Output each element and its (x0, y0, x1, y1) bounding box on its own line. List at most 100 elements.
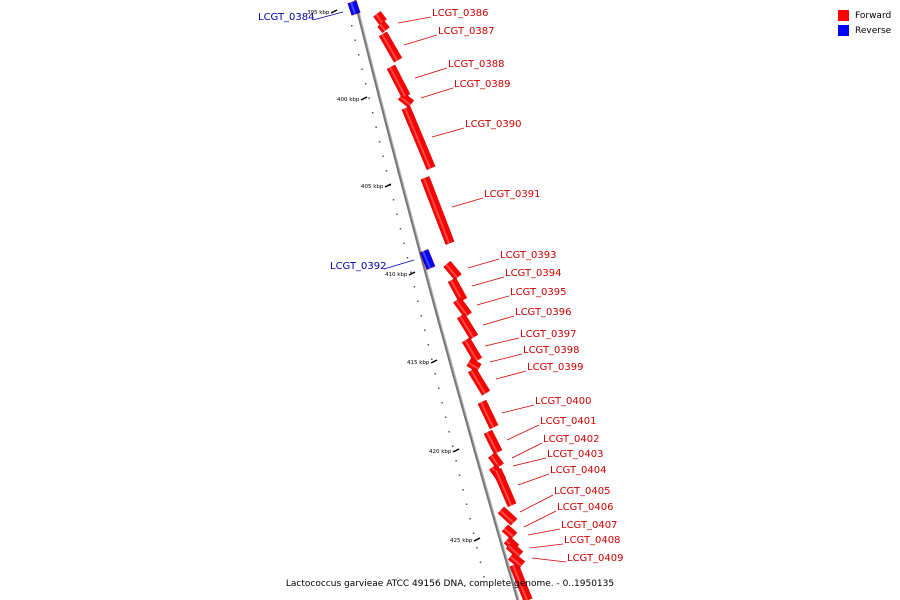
genome-backbone (353, 0, 520, 600)
minor-tick (385, 170, 388, 172)
gene-label[interactable]: LCGT_0386 (432, 8, 489, 19)
gene-feature[interactable] (492, 467, 517, 508)
gene-leader-line (506, 424, 540, 441)
gene-feature[interactable] (420, 176, 455, 245)
gene-label[interactable]: LCGT_0391 (484, 189, 541, 200)
legend-swatch-forward (838, 10, 849, 21)
scale-label: 410 kbp (385, 272, 408, 278)
minor-tick (351, 25, 353, 27)
gene-label[interactable]: LCGT_0390 (465, 119, 522, 130)
minor-tick (406, 257, 409, 259)
gene-feature-shade (459, 316, 474, 339)
gene-leader-line (529, 543, 564, 549)
gene-feature-shade (509, 556, 522, 567)
gene-feature-shade (507, 545, 520, 557)
gene-feature[interactable] (443, 260, 462, 281)
minor-tick (458, 474, 461, 476)
legend: Forward Reverse (838, 8, 891, 38)
gene-label[interactable]: LCGT_0397 (520, 329, 577, 340)
major-tick (408, 271, 416, 276)
gene-feature[interactable] (447, 277, 468, 303)
gene-label[interactable]: LCGT_0404 (550, 465, 607, 476)
gene-feature[interactable] (456, 313, 479, 340)
minor-tick (361, 68, 363, 70)
gene-leader-line (527, 528, 561, 536)
gene-label[interactable]: LCGT_0396 (515, 307, 572, 318)
minor-tick (371, 112, 374, 114)
minor-tick (441, 402, 443, 404)
gene-feature[interactable] (378, 31, 403, 63)
legend-label-reverse: Reverse (855, 25, 892, 36)
gene-feature-shade (495, 470, 512, 506)
gene-leader-line (403, 34, 438, 46)
gene-feature-shade (464, 340, 478, 362)
gene-label[interactable]: LCGT_0406 (557, 502, 614, 513)
gene-feature-shade (499, 510, 514, 524)
scale-marks: 395 kbp 400 kbp 405 kbp 410 kbp 415 kbp 420 k… (307, 9, 481, 544)
minor-ticks (351, 25, 485, 578)
legend-item-forward: Forward (838, 8, 891, 23)
gene-label[interactable]: LCGT_0389 (454, 79, 511, 90)
gene-label[interactable]: LCGT_0402 (543, 434, 600, 445)
minor-tick (472, 532, 475, 534)
gene-label[interactable]: LCGT_0394 (505, 268, 562, 279)
gene-label[interactable]: LCGT_0393 (500, 250, 557, 261)
gene-feature[interactable] (377, 20, 390, 34)
gene-feature[interactable] (507, 552, 526, 569)
gene-feature[interactable] (477, 399, 499, 430)
gene-feature[interactable] (373, 11, 387, 25)
gene-leader-line (519, 494, 554, 513)
gene-feature-shade (379, 24, 386, 32)
gene-feature-shade (389, 67, 406, 97)
gene-feature[interactable] (501, 524, 518, 540)
gene-label[interactable]: LCGT_0388 (448, 59, 505, 70)
scale-label: 420 kbp (429, 449, 452, 455)
major-tick (452, 448, 460, 453)
minor-tick (431, 358, 433, 360)
gene-feature[interactable] (461, 337, 483, 363)
gene-feature[interactable] (497, 506, 518, 526)
gene-label[interactable]: LCGT_0408 (564, 535, 621, 546)
gene-feature-shade (423, 178, 450, 244)
gene-feature[interactable] (453, 297, 472, 318)
gene-label[interactable]: LCGT_0398 (523, 345, 580, 356)
minor-tick (469, 518, 471, 520)
gene-label[interactable]: LCGT_0409 (567, 553, 624, 564)
gene-feature[interactable] (401, 106, 436, 170)
minor-tick (420, 315, 423, 317)
gene-label[interactable]: LCGT_0405 (554, 486, 611, 497)
gene-label[interactable]: LCGT_0403 (547, 449, 604, 460)
gene-feature[interactable] (483, 429, 503, 455)
minor-tick (382, 155, 384, 157)
gene-feature-shade (486, 432, 498, 453)
minor-tick (462, 489, 464, 491)
gene-label[interactable]: LCGT_0401 (540, 416, 597, 427)
gene-feature-shade (450, 280, 463, 301)
gene-feature[interactable] (419, 249, 436, 270)
gene-label[interactable]: LCGT_0395 (510, 287, 567, 298)
gene-feature[interactable] (386, 64, 411, 99)
gene-label[interactable]: LCGT_0392 (330, 261, 387, 272)
minor-tick (399, 228, 402, 230)
gene-leader-line (501, 404, 535, 414)
gene-leader-line (523, 510, 557, 528)
gene-label[interactable]: LCGT_0400 (535, 396, 592, 407)
minor-tick (357, 54, 360, 56)
gene-label[interactable]: LCGT_0384 (258, 12, 315, 23)
gene-feature-shade (455, 300, 468, 317)
genome-caption: Lactococcus garvieae ATCC 49156 DNA, com… (285, 579, 615, 589)
gene-label[interactable]: LCGT_0387 (438, 26, 495, 37)
major-tick (473, 537, 481, 542)
minor-tick (465, 503, 468, 505)
gene-label[interactable]: LCGT_0407 (561, 520, 618, 531)
gene-label[interactable]: LCGT_0399 (527, 362, 584, 373)
minor-tick (427, 344, 430, 346)
gene-leader-line (489, 353, 523, 363)
gene-leader-line (467, 258, 500, 269)
gene-feature[interactable] (347, 0, 361, 16)
minor-tick (403, 242, 405, 244)
gene-feature-shade (470, 370, 486, 395)
gene-feature[interactable] (488, 452, 504, 469)
gene-feature[interactable] (467, 367, 491, 396)
minor-tick (476, 547, 478, 549)
